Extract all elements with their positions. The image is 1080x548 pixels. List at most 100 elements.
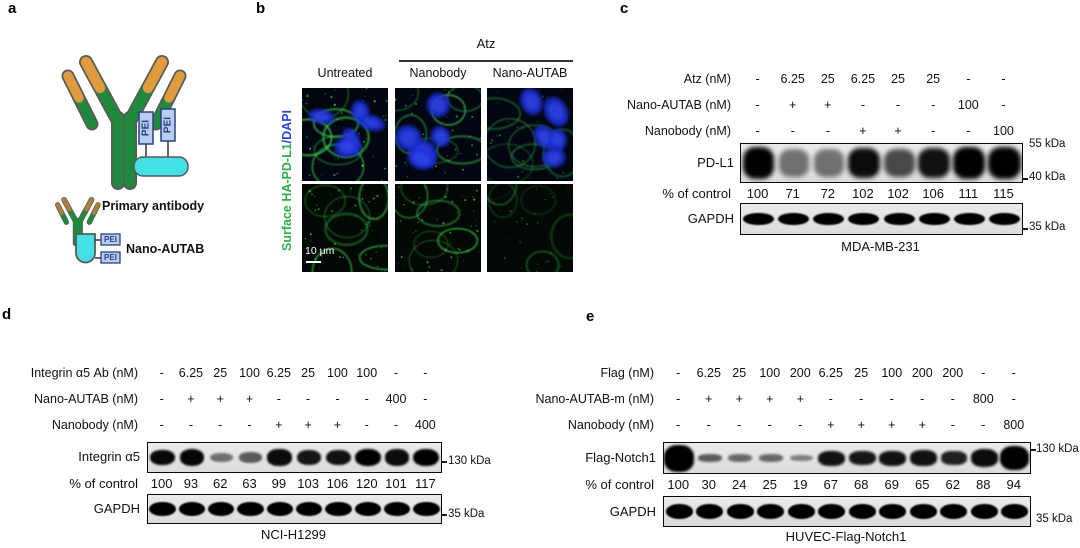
blot-lane: [177, 443, 206, 472]
protein-band: [1000, 446, 1030, 470]
lane-value: -: [790, 124, 795, 138]
blot-gapdh: [147, 494, 442, 524]
blot-label-gapdh: GAPDH: [609, 504, 656, 519]
marker-tick: [441, 514, 447, 516]
protein-band: [179, 449, 205, 466]
blot-lane: [952, 204, 987, 234]
protein-band: [383, 502, 411, 516]
protein-band: [818, 504, 846, 519]
lane-value: +: [216, 392, 224, 406]
blot-lane: [236, 495, 265, 523]
dose-row-atz: Atz (nM) - 6.25 25 6.25 25 25 - -: [556, 70, 1021, 88]
blot-lane: [878, 443, 909, 473]
lane-value: 100: [150, 475, 173, 491]
lane-value: 100: [239, 366, 260, 380]
blot-lane: [756, 497, 787, 526]
lane-value: -: [981, 366, 986, 380]
column-header-nanobody: Nanobody: [409, 66, 467, 80]
protein-band: [970, 504, 998, 519]
blot-lane: [882, 204, 917, 234]
marker-tick: [1030, 449, 1036, 451]
micrograph-nano-autab-merge: [487, 88, 573, 181]
lane-value: 72: [820, 185, 836, 201]
lane-value: 25: [213, 366, 228, 380]
blot-lane: [786, 497, 817, 526]
blot-lane: [265, 443, 294, 472]
lane-value: -: [423, 366, 428, 380]
lane-value: 101: [385, 475, 407, 491]
lane-value: 88: [976, 476, 991, 492]
blot-flag-notch1: [663, 442, 1031, 474]
lane-value: +: [304, 418, 312, 432]
lane-value: -: [393, 366, 399, 380]
percent-row: % of control 100 93 62 63 99 103 106 120 101 117: [0, 474, 440, 492]
dose-row-values: - 6.25 25 6.25 25 25 - -: [740, 70, 1021, 88]
lane-value: +: [735, 392, 743, 406]
blot-lane: [1000, 497, 1031, 526]
lane-value: -: [159, 392, 164, 406]
lane-value: -: [825, 124, 830, 138]
lane-value: 94: [1006, 476, 1021, 492]
blot-label-integrin: Integrin α5: [78, 449, 140, 464]
lane-value: 68: [854, 476, 869, 492]
lane-value: 71: [785, 185, 800, 201]
blot-lane: [969, 497, 1000, 526]
blot-lane: [148, 495, 177, 523]
lane-value: +: [827, 418, 835, 432]
dose-row-nano-autab-m: Nano-AUTAB-m (nM) - + + + + - - - - - 800 -: [376, 390, 1029, 408]
column-header-untreated: Untreated: [317, 66, 373, 80]
protein-band: [813, 149, 844, 177]
dose-row-label: Integrin α5 Ab (nM): [30, 366, 138, 380]
blot-lane: [207, 443, 236, 472]
lane-value: 117: [414, 475, 436, 491]
lane-value: -: [159, 366, 164, 380]
dose-row-nanobody: Nanobody (nM) - - - - + + + - - 400: [0, 416, 440, 434]
lane-value: -: [1011, 366, 1016, 380]
blot-lane: [664, 497, 695, 526]
dose-row-label: Atz (nM): [683, 72, 731, 86]
lane-value: 6.25: [266, 366, 291, 380]
blot-lane: [878, 497, 909, 526]
blot-lane: [939, 443, 970, 473]
dose-row-nano-autab: Nano-AUTAB (nM) - + + - - - 100 -: [556, 96, 1021, 114]
protein-band: [883, 212, 915, 226]
lane-value: 24: [732, 476, 747, 492]
blot-lane: [817, 497, 848, 526]
blot-lane: [324, 495, 353, 523]
protein-band: [149, 502, 176, 516]
lane-value: +: [796, 392, 804, 406]
blot-lane: [382, 495, 411, 523]
protein-band: [295, 502, 323, 516]
blot-lane: [294, 443, 323, 472]
lane-value: 102: [887, 185, 909, 201]
lane-value: 6.25: [818, 366, 843, 380]
protein-band: [953, 146, 986, 180]
dose-row-values: - - - - + + + - - 400: [147, 416, 440, 434]
column-header-nano-autab: Nano-AUTAB: [492, 66, 568, 80]
lane-value: -: [335, 392, 340, 406]
lane-value: -: [159, 418, 164, 432]
lane-value: 102: [852, 185, 874, 201]
lane-value: +: [857, 418, 865, 432]
microscopy-axis-label: Surface HA-PD-L1/DAPI: [280, 88, 298, 272]
blot-lane: [294, 495, 323, 523]
blot-lane: [756, 443, 787, 473]
lane-value: 120: [355, 475, 378, 491]
lane-value: 100: [993, 124, 1014, 138]
protein-band: [940, 451, 967, 465]
protein-band: [953, 212, 985, 226]
lane-value: 6.25: [178, 366, 204, 380]
lane-value: 100: [327, 366, 348, 380]
protein-band: [267, 449, 293, 466]
lane-value: 25: [301, 366, 316, 380]
pei-box: [138, 111, 154, 145]
blot-lane: [353, 495, 382, 523]
protein-band: [209, 452, 233, 463]
blot-lane: [412, 443, 441, 472]
lane-value: +: [824, 98, 832, 112]
lane-value: 200: [911, 366, 933, 380]
protein-band: [384, 449, 410, 466]
lane-value: -: [423, 392, 428, 406]
blot-lane: [382, 443, 411, 472]
